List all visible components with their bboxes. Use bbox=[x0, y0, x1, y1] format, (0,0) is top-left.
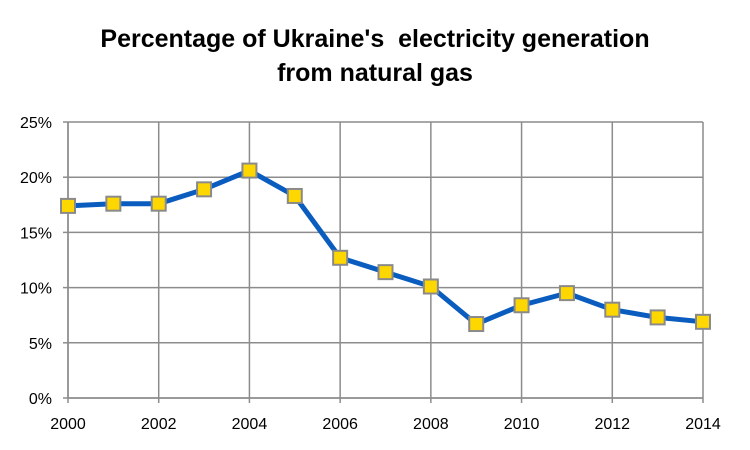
chart-title: Percentage of Ukraine's electricity gene… bbox=[100, 25, 650, 87]
data-point bbox=[649, 309, 666, 326]
series-line bbox=[65, 168, 706, 327]
data-point bbox=[422, 278, 439, 295]
markers bbox=[60, 162, 711, 333]
y-tick-label: 20% bbox=[20, 170, 52, 187]
y-tick-label: 15% bbox=[20, 225, 52, 242]
data-point bbox=[604, 301, 621, 318]
axes bbox=[63, 121, 704, 403]
x-tick-label: 2008 bbox=[413, 416, 449, 433]
x-tick-label: 2006 bbox=[322, 416, 358, 433]
y-tick-label: 0% bbox=[29, 391, 52, 408]
x-tick-label: 2000 bbox=[50, 416, 86, 433]
grid-lines bbox=[67, 121, 704, 399]
x-tick-label: 2012 bbox=[594, 416, 630, 433]
data-point bbox=[196, 181, 213, 198]
data-point bbox=[105, 195, 122, 212]
y-tick-label: 5% bbox=[29, 336, 52, 353]
data-point bbox=[377, 264, 394, 281]
data-point bbox=[60, 197, 76, 214]
data-point bbox=[558, 285, 575, 302]
data-point bbox=[286, 187, 303, 204]
x-tick-label: 2010 bbox=[504, 416, 540, 433]
data-point bbox=[332, 249, 349, 266]
data-point bbox=[695, 313, 711, 330]
series bbox=[65, 168, 706, 327]
data-point bbox=[150, 195, 167, 212]
y-tick-label: 25% bbox=[20, 115, 52, 132]
x-tick-label: 2002 bbox=[141, 416, 177, 433]
x-tick-label: 2014 bbox=[685, 416, 721, 433]
y-tick-labels: 0% 5% 10% 15% 20% 25% bbox=[20, 115, 52, 408]
data-point bbox=[241, 162, 258, 179]
data-point bbox=[513, 297, 530, 314]
x-tick-label: 2004 bbox=[232, 416, 268, 433]
y-tick-label: 10% bbox=[20, 281, 52, 298]
x-tick-labels: 2000 2002 2004 2006 2008 2010 2012 2014 bbox=[50, 416, 721, 433]
data-point bbox=[468, 316, 485, 333]
